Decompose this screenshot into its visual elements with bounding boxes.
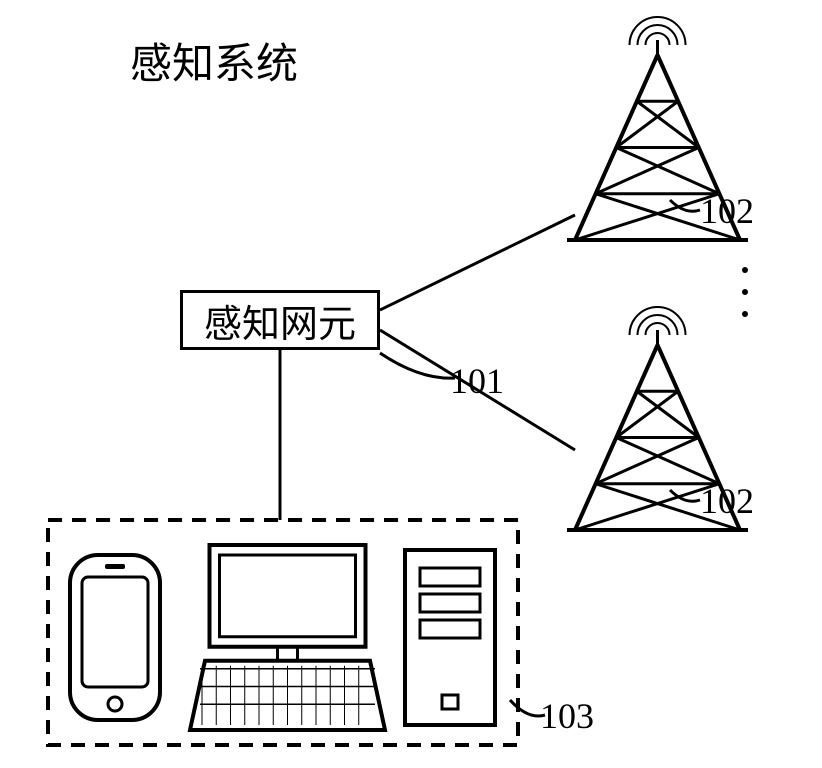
ref-102-top: 102 [700,190,754,232]
diagram-canvas [0,0,822,768]
ellipsis-dots [742,267,748,317]
devices-group [70,545,495,730]
ref-102-bot: 102 [700,480,754,522]
diagram-title: 感知系统 [130,30,298,91]
central-node-box: 感知网元 [180,290,380,350]
ref-103: 103 [540,695,594,737]
towers-group [567,17,748,530]
central-node-label: 感知网元 [204,293,356,348]
ref-101: 101 [450,360,504,402]
connection-lines [280,215,575,520]
